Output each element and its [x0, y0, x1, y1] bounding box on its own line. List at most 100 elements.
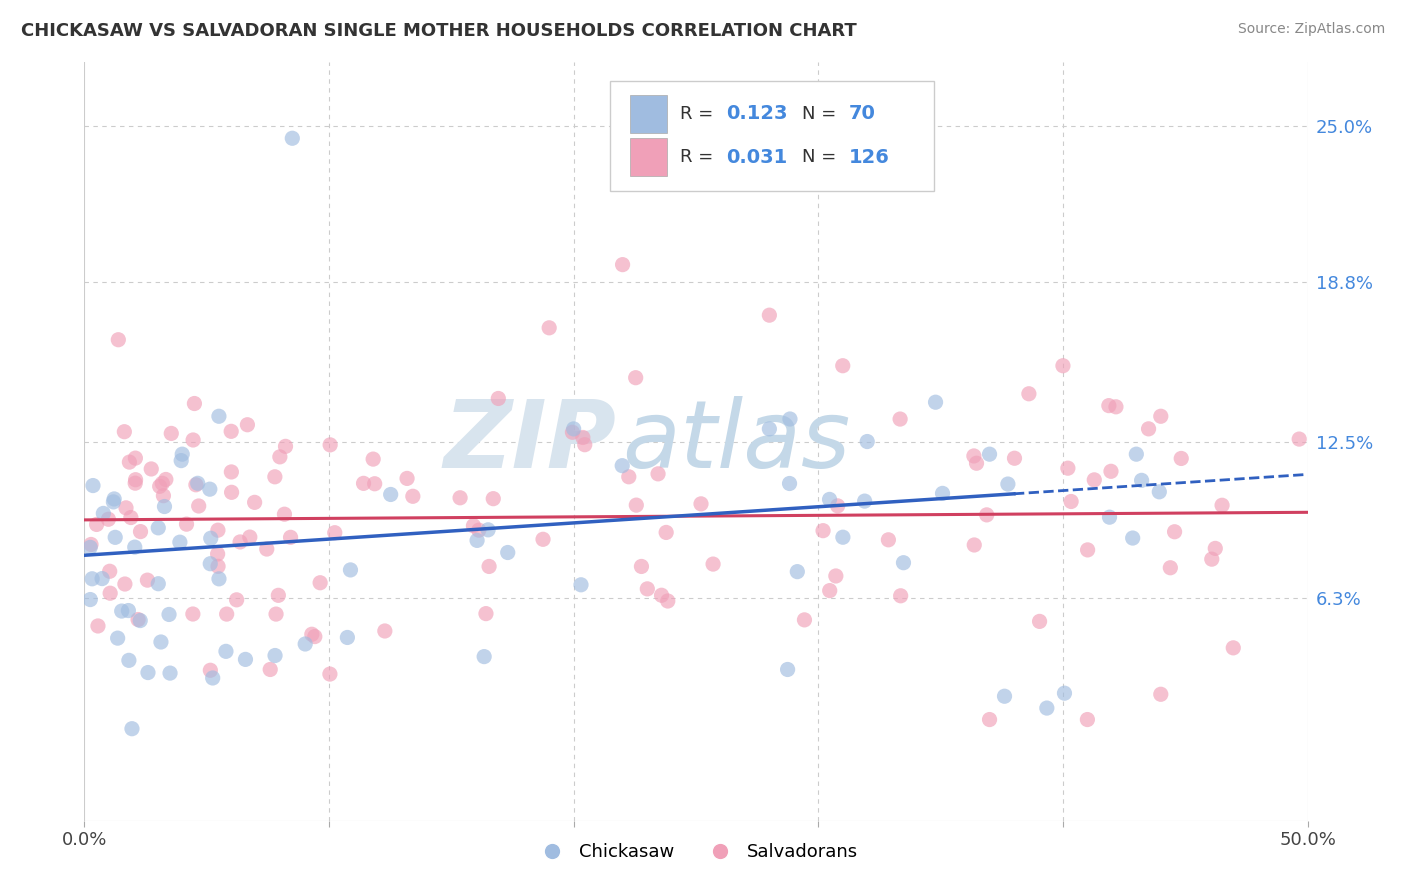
Point: [572, 430, 595, 444]
Point: [319, 438, 342, 452]
Point: [963, 538, 986, 552]
Point: [207, 559, 229, 574]
Point: [1105, 400, 1128, 414]
Text: atlas: atlas: [623, 396, 851, 487]
Point: [91, 572, 114, 586]
Point: [1099, 464, 1122, 478]
Point: [1052, 359, 1074, 373]
Point: [219, 425, 242, 439]
Point: [339, 563, 361, 577]
Point: [877, 533, 900, 547]
Point: [776, 663, 799, 677]
Point: [374, 624, 396, 638]
Point: [80, 537, 103, 551]
Point: [1150, 409, 1173, 424]
Text: 126: 126: [849, 148, 890, 167]
Point: [1076, 713, 1098, 727]
Point: [215, 607, 238, 621]
Text: N =: N =: [803, 105, 842, 123]
Point: [103, 495, 125, 509]
Point: [779, 412, 801, 426]
Point: [124, 540, 146, 554]
Point: [574, 438, 596, 452]
Point: [1018, 386, 1040, 401]
Point: [120, 510, 142, 524]
Point: [149, 479, 172, 493]
Point: [979, 447, 1001, 461]
Point: [273, 507, 295, 521]
Point: [259, 663, 281, 677]
Point: [127, 613, 149, 627]
Point: [263, 470, 285, 484]
Text: 70: 70: [849, 104, 876, 123]
Point: [155, 473, 177, 487]
Point: [103, 491, 125, 506]
Text: R =: R =: [681, 148, 718, 166]
Point: [117, 603, 139, 617]
Point: [176, 517, 198, 532]
Point: [702, 557, 724, 571]
Point: [157, 607, 180, 622]
Point: [1122, 531, 1144, 545]
Point: [612, 258, 634, 272]
Point: [1159, 560, 1181, 574]
Point: [301, 627, 323, 641]
Point: [1149, 484, 1171, 499]
Point: [657, 594, 679, 608]
Point: [187, 499, 209, 513]
Point: [1083, 473, 1105, 487]
Point: [1163, 524, 1185, 539]
Point: [97, 512, 120, 526]
Point: [1288, 432, 1310, 446]
Text: Source: ZipAtlas.com: Source: ZipAtlas.com: [1237, 22, 1385, 37]
Point: [229, 535, 252, 549]
Point: [107, 631, 129, 645]
Point: [831, 359, 853, 373]
Point: [1004, 451, 1026, 466]
Point: [361, 452, 384, 467]
Point: [256, 542, 278, 557]
Point: [824, 569, 846, 583]
Text: ZIP: ZIP: [443, 395, 616, 488]
Point: [304, 630, 326, 644]
Point: [121, 722, 143, 736]
Point: [198, 482, 221, 496]
Point: [818, 492, 841, 507]
Point: [98, 586, 121, 600]
Point: [183, 396, 205, 410]
Point: [1077, 542, 1099, 557]
Point: [562, 422, 585, 436]
Point: [111, 604, 134, 618]
Point: [150, 476, 173, 491]
Point: [1150, 687, 1173, 701]
Point: [463, 518, 485, 533]
Point: [976, 508, 998, 522]
Point: [651, 588, 673, 602]
Point: [1036, 701, 1059, 715]
Point: [148, 576, 170, 591]
Point: [636, 582, 658, 596]
Point: [486, 392, 509, 406]
Point: [239, 530, 262, 544]
Point: [477, 523, 499, 537]
Point: [221, 465, 243, 479]
Point: [1125, 447, 1147, 461]
Point: [82, 478, 104, 492]
Point: [184, 477, 207, 491]
Point: [200, 663, 222, 677]
Point: [243, 495, 266, 509]
Point: [478, 559, 501, 574]
Text: 0.123: 0.123: [727, 104, 787, 123]
Point: [1130, 474, 1153, 488]
Point: [647, 467, 669, 481]
Point: [1053, 686, 1076, 700]
Point: [323, 525, 346, 540]
Point: [786, 565, 808, 579]
Point: [207, 547, 229, 561]
Point: [1137, 422, 1160, 436]
Point: [380, 487, 402, 501]
Point: [924, 395, 946, 409]
Point: [129, 614, 152, 628]
FancyBboxPatch shape: [630, 95, 666, 133]
Point: [172, 447, 194, 461]
